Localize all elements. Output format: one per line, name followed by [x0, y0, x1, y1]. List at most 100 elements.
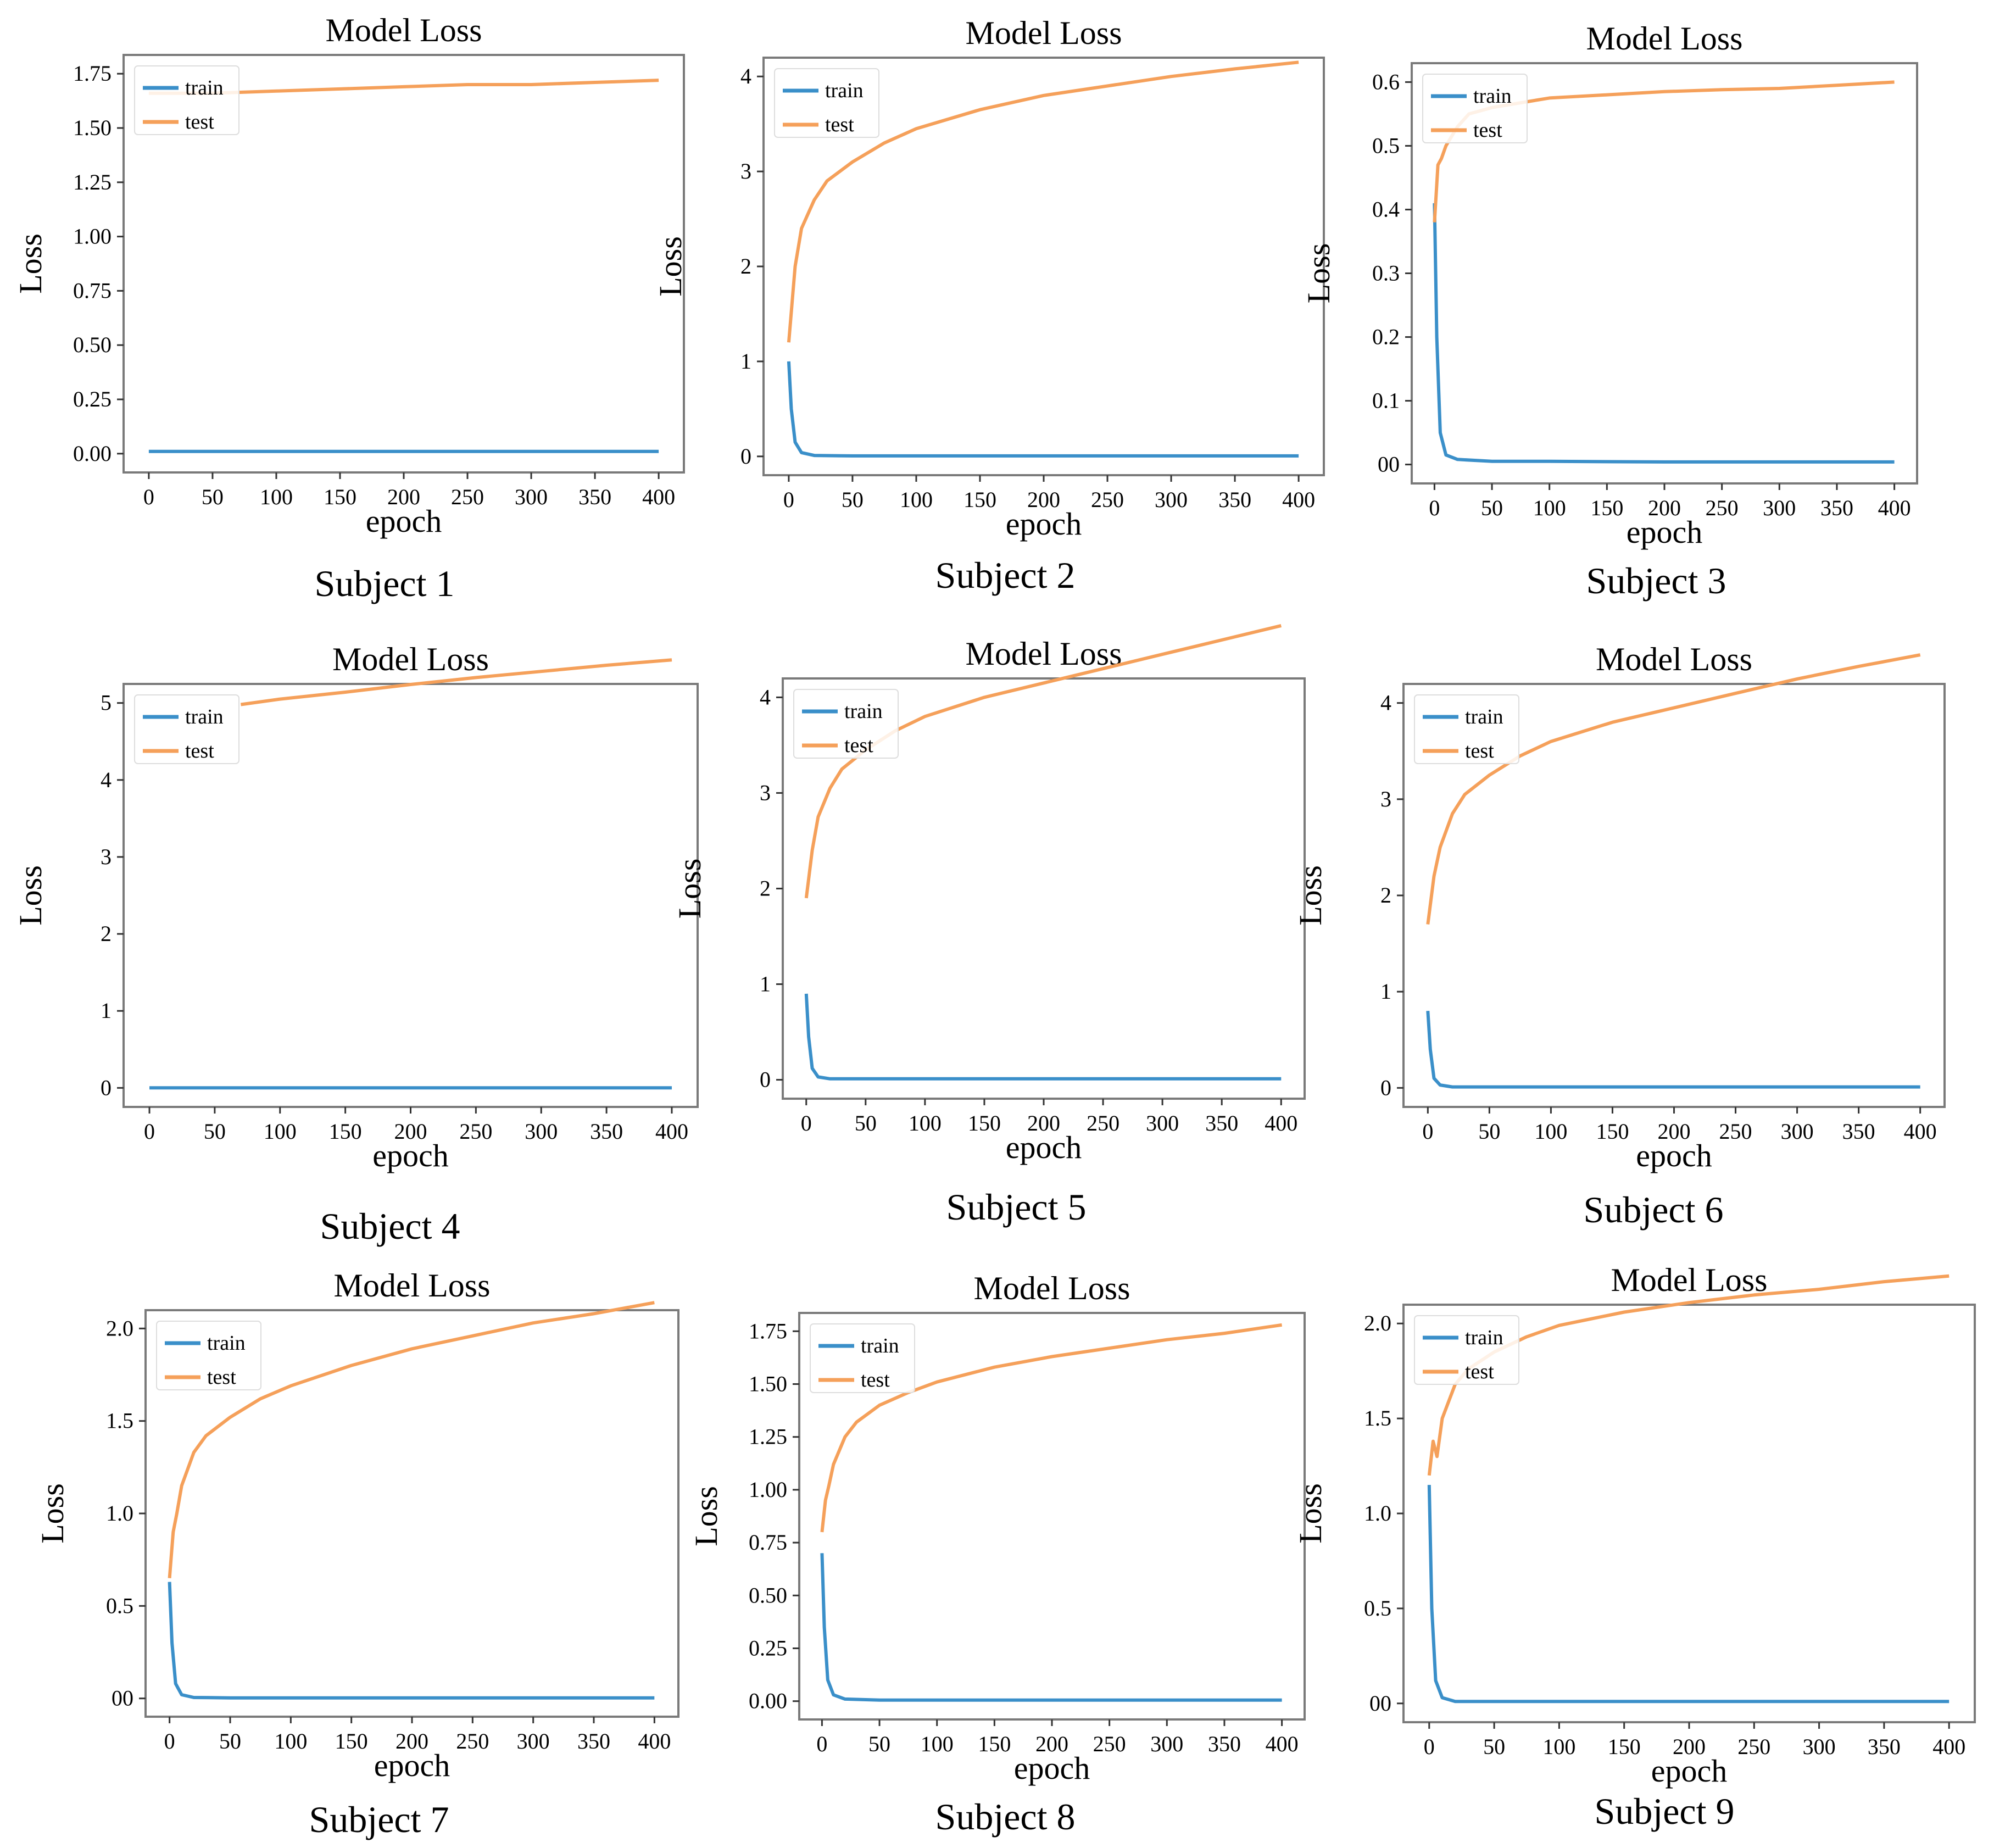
legend-label-test: test: [1465, 1360, 1494, 1383]
y-tick-label: 4: [740, 64, 751, 88]
x-tick-label: 350: [578, 485, 611, 509]
subject-caption: Subject 1: [315, 563, 455, 604]
chart-panel-8: Model Loss 0 50 100 150 200 250 300 350 400 0.00 0.…: [688, 1270, 1306, 1838]
x-tick-label: 150: [978, 1732, 1011, 1756]
chart-title: Model Loss: [966, 15, 1122, 51]
x-tick-label: 350: [1205, 1111, 1238, 1135]
y-tick-label: 2.0: [1364, 1311, 1391, 1335]
x-tick-label: 250: [1093, 1732, 1126, 1756]
x-tick-label: 300: [1803, 1734, 1836, 1759]
chart-panel-9: Model Loss 0 50 100 150 200 250 300 350 400 00 0.5 1…: [1293, 1262, 1976, 1832]
x-tick-label: 400: [1266, 1732, 1299, 1756]
x-tick-label: 150: [1590, 496, 1623, 520]
series-line-test: [804, 624, 1282, 899]
x-tick-label: 200: [1658, 1119, 1691, 1144]
y-tick-label: 0.25: [749, 1636, 787, 1661]
legend-label-train: train: [1465, 1326, 1503, 1349]
x-tick-label: 250: [1737, 1734, 1770, 1759]
x-tick-label: 150: [1596, 1119, 1629, 1144]
x-axis-label: epoch: [374, 1747, 450, 1783]
y-tick-label: 4: [1380, 691, 1391, 715]
legend-label-train: train: [861, 1334, 899, 1357]
x-tick-label: 0: [783, 487, 794, 512]
legend-label-test: test: [844, 734, 873, 757]
x-axis-label: epoch: [372, 1138, 449, 1173]
y-tick-label: 4: [760, 684, 771, 709]
y-axis-label: Loss: [653, 236, 688, 297]
x-tick-label: 400: [1932, 1734, 1965, 1759]
x-tick-label: 100: [1533, 496, 1566, 520]
legend-box: [134, 65, 239, 135]
y-tick-label: 0: [760, 1067, 771, 1092]
legend-label-train: train: [844, 700, 883, 723]
y-axis-label: Loss: [688, 1486, 724, 1546]
chart-panel-6: Model Loss 0 50 100 150 200 250 300 350 400 0 1 2 3 4 e…: [1293, 641, 1946, 1231]
y-tick-label: 0: [101, 1075, 112, 1100]
x-tick-label: 150: [1608, 1734, 1641, 1759]
y-tick-label: 0.50: [73, 332, 112, 357]
legend-box: [774, 68, 879, 138]
x-tick-label: 250: [451, 485, 484, 509]
series-line-train: [787, 361, 1299, 458]
x-tick-label: 50: [204, 1119, 226, 1144]
x-axis-label: epoch: [1006, 506, 1082, 542]
x-tick-label: 0: [144, 1119, 155, 1144]
x-tick-label: 250: [1087, 1111, 1119, 1135]
series-line-train: [168, 1582, 655, 1700]
x-tick-label: 400: [1878, 496, 1911, 520]
y-tick-label: 0.5: [1364, 1596, 1391, 1621]
legend-box: [134, 694, 239, 764]
chart-panel-5: Model Loss 0 50 100 150 200 250 300 350 400 0 1 2 3 4 e…: [672, 624, 1306, 1228]
x-tick-label: 100: [260, 485, 293, 509]
chart-title: Model Loss: [1596, 641, 1752, 677]
legend-box: [1414, 694, 1519, 764]
x-tick-label: 350: [1208, 1732, 1241, 1756]
x-tick-label: 350: [1820, 496, 1853, 520]
series-line-test: [1427, 1274, 1950, 1476]
y-tick-label: 0.5: [1372, 133, 1400, 158]
y-tick-label: 3: [760, 780, 771, 805]
x-tick-label: 350: [1868, 1734, 1901, 1759]
x-tick-label: 400: [655, 1119, 688, 1144]
x-tick-label: 200: [1027, 487, 1060, 512]
x-tick-label: 250: [1719, 1119, 1752, 1144]
y-tick-label: 0.50: [749, 1583, 787, 1607]
chart-panel-4: Model Loss 0 50 100 150 200 250 300 350 400 0 1 2 3 4 5…: [13, 641, 699, 1247]
chart-panel-2: Model Loss 0 50 100 150 200 250 300 350 400 0 1 2 3 4 e…: [653, 15, 1325, 596]
x-axis-label: epoch: [1627, 514, 1703, 550]
y-axis-label: Loss: [13, 865, 48, 926]
series-line-train: [1426, 1011, 1920, 1089]
y-tick-label: 1.50: [749, 1372, 787, 1396]
x-tick-label: 0: [1424, 1734, 1435, 1759]
x-tick-label: 350: [1842, 1119, 1875, 1144]
x-tick-label: 300: [517, 1729, 550, 1754]
x-tick-label: 100: [909, 1111, 942, 1135]
x-axis-label: epoch: [1651, 1753, 1728, 1789]
y-tick-label: 2: [740, 254, 751, 279]
x-tick-label: 50: [219, 1729, 241, 1754]
chart-title: Model Loss: [334, 1267, 491, 1304]
y-tick-label: 0.6: [1372, 69, 1400, 94]
legend-label-test: test: [185, 110, 214, 133]
x-tick-label: 0: [1422, 1119, 1433, 1144]
y-axis-label: Loss: [35, 1483, 70, 1544]
x-tick-label: 100: [264, 1119, 297, 1144]
legend-box: [810, 1323, 915, 1393]
chart-title: Model Loss: [974, 1270, 1130, 1306]
legend-label-train: train: [185, 705, 224, 728]
series-line-test: [1426, 653, 1921, 925]
y-tick-label: 0.3: [1372, 261, 1400, 286]
x-tick-label: 200: [1648, 496, 1681, 520]
y-tick-label: 2: [1380, 883, 1391, 908]
subject-caption: Subject 8: [935, 1796, 1076, 1838]
subject-caption: Subject 9: [1595, 1790, 1735, 1832]
legend-label-train: train: [1473, 85, 1512, 108]
y-tick-label: 0.00: [749, 1689, 787, 1713]
x-tick-label: 300: [1155, 487, 1188, 512]
x-tick-label: 300: [1763, 496, 1796, 520]
x-tick-label: 50: [1481, 496, 1503, 520]
y-tick-label: 2.0: [106, 1316, 133, 1340]
legend-label-test: test: [185, 739, 214, 762]
x-tick-label: 0: [801, 1111, 812, 1135]
legend-box: [793, 689, 899, 759]
